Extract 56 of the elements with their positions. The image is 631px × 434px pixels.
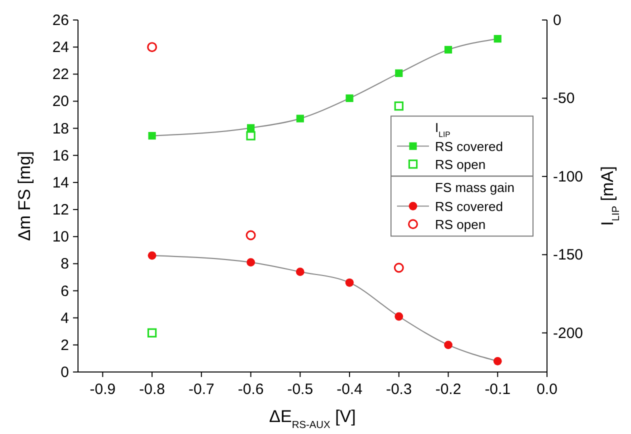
point — [494, 34, 502, 43]
annotation: FS mass gain — [435, 180, 514, 196]
point — [148, 132, 156, 140]
point — [444, 46, 452, 54]
y-tick-label: 22 — [52, 66, 69, 84]
point — [147, 42, 158, 52]
y-axis-title: Δm FS [mg] — [15, 151, 34, 241]
y-tick-label: 26 — [52, 12, 69, 29]
y-tick-label: 16 — [52, 147, 69, 164]
legend-label: RS covered — [435, 139, 503, 154]
x-tick-label: -0.7 — [188, 381, 214, 398]
point — [296, 268, 304, 276]
y-tick-label: 12 — [52, 202, 69, 219]
x-tick-label: -0.8 — [139, 381, 165, 398]
point — [148, 251, 156, 260]
point — [296, 114, 304, 122]
y-tick-label: 0 — [60, 364, 69, 381]
x-tick-label: -0.3 — [386, 381, 412, 398]
x-tick-label: -0.9 — [90, 381, 116, 398]
point — [394, 101, 404, 111]
x-tick-label: -0.4 — [336, 381, 362, 398]
point — [346, 94, 354, 102]
point — [246, 230, 256, 240]
y-tick-label: 4 — [60, 310, 69, 327]
legend-label: RS covered — [435, 199, 503, 214]
y-tick-label: 8 — [60, 256, 69, 273]
y-tick-label: 10 — [52, 228, 69, 246]
point — [394, 262, 404, 273]
legend-label: RS open — [435, 217, 486, 232]
legend-label: RS open — [435, 157, 486, 172]
x-tick-label: 0.0 — [536, 381, 558, 398]
x-tick-label: -0.2 — [435, 381, 462, 398]
point — [147, 328, 157, 338]
y2-tick-label: -100 — [553, 168, 584, 186]
x-tick-label: -0.6 — [238, 381, 264, 398]
point — [345, 278, 354, 287]
point — [394, 312, 404, 321]
y-tick-label: 14 — [52, 174, 69, 192]
y-tick-label: 6 — [60, 282, 69, 300]
x-axis-title: ΔE$_{RS-AUX}$ [V] — [269, 407, 356, 430]
y2-tick-label: 0 — [553, 12, 562, 29]
y2-tick-label: -50 — [553, 90, 575, 108]
point — [246, 131, 256, 140]
point — [246, 258, 255, 267]
annotation: I$_{LIP}$ — [435, 120, 450, 139]
y-tick-label: 2 — [60, 336, 69, 354]
y2-tick-label: -200 — [553, 324, 584, 342]
y-tick-label: 24 — [52, 39, 69, 56]
point — [395, 69, 403, 77]
x-tick-label: -0.5 — [287, 381, 314, 398]
y-tick-label: 18 — [52, 120, 69, 138]
point — [444, 340, 452, 350]
x-tick-label: -0.1 — [484, 381, 511, 398]
y-tick-label: 20 — [52, 93, 69, 110]
y2-tick-label: -150 — [553, 246, 584, 264]
point — [493, 356, 502, 366]
